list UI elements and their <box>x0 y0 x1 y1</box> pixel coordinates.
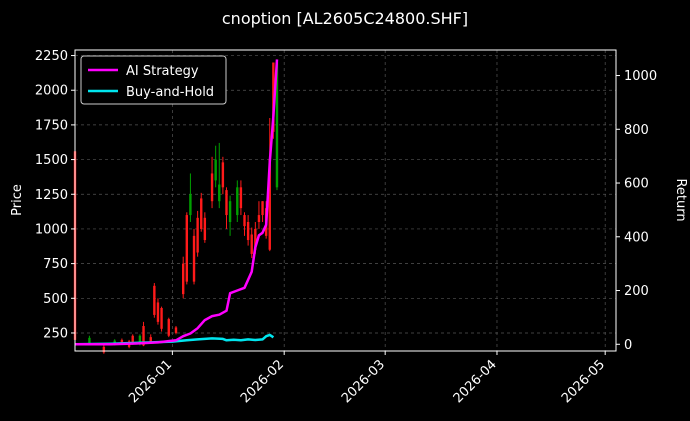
candle-body <box>268 159 271 250</box>
plot-frame <box>74 49 617 352</box>
left-tick-label: 2250 <box>35 49 68 64</box>
return-series <box>74 59 279 346</box>
legend: AI Strategy Buy-and-Hold <box>80 55 227 105</box>
legend-label-ai-strategy: AI Strategy <box>126 64 199 79</box>
chart-title: cnoption [AL2605C24800.SHF] <box>222 9 468 28</box>
left-axis-title: Price <box>10 184 25 216</box>
candle-body <box>236 187 239 216</box>
right-tick-label: 600 <box>624 177 649 192</box>
left-axis-ticks: 250 500 750 1000 1250 1500 1750 2000 2250 <box>35 49 75 341</box>
candle-body <box>261 201 264 216</box>
candle-body <box>153 285 156 315</box>
candle-body <box>189 194 192 216</box>
candle-body <box>102 346 106 353</box>
candle-body <box>149 337 152 343</box>
candle-body <box>182 263 185 295</box>
candle-body <box>225 190 228 216</box>
candle-body <box>210 173 214 202</box>
candle-body <box>192 235 196 282</box>
candle-body <box>214 159 217 181</box>
left-tick-label: 1000 <box>35 222 68 237</box>
candle-body <box>138 335 142 345</box>
left-tick-label: 750 <box>43 257 68 272</box>
candle-body <box>218 184 221 202</box>
left-tick-label: 1750 <box>35 118 68 133</box>
left-tick-label: 1250 <box>35 188 68 203</box>
right-tick-label: 800 <box>624 123 649 138</box>
candle-body <box>221 162 225 188</box>
right-tick-label: 400 <box>624 230 649 245</box>
candle-body <box>239 187 243 209</box>
candle-body <box>160 308 163 329</box>
candle-body <box>254 228 257 250</box>
candle-body <box>185 215 189 282</box>
legend-label-buy-and-hold: Buy-and-Hold <box>126 85 214 100</box>
candle-body <box>131 335 134 345</box>
candle-body <box>196 217 199 253</box>
right-tick-label: 200 <box>624 284 649 299</box>
candle-body <box>142 326 145 346</box>
ai-strategy-line <box>75 59 279 346</box>
candle-body <box>275 62 279 188</box>
candle-body <box>203 217 207 241</box>
right-tick-label: 1000 <box>624 69 657 84</box>
candle-body <box>88 337 91 345</box>
candle-body <box>174 327 178 333</box>
left-tick-label: 1500 <box>35 153 68 168</box>
candle-body <box>156 302 160 322</box>
candle-body <box>250 234 253 254</box>
right-axis-title: Return <box>673 178 688 221</box>
candle-body <box>257 215 261 222</box>
left-tick-label: 500 <box>43 292 68 307</box>
candle-body <box>120 339 124 344</box>
candle-body <box>228 201 232 222</box>
candle-body <box>200 198 203 229</box>
left-tick-label: 2000 <box>35 84 68 99</box>
candle-body <box>246 222 250 241</box>
left-tick-label: 250 <box>43 326 68 341</box>
candle-body <box>243 215 246 227</box>
right-tick-label: 0 <box>624 338 632 353</box>
candle-body <box>167 319 170 336</box>
right-axis-ticks: 0 200 400 600 800 1000 <box>616 69 657 353</box>
